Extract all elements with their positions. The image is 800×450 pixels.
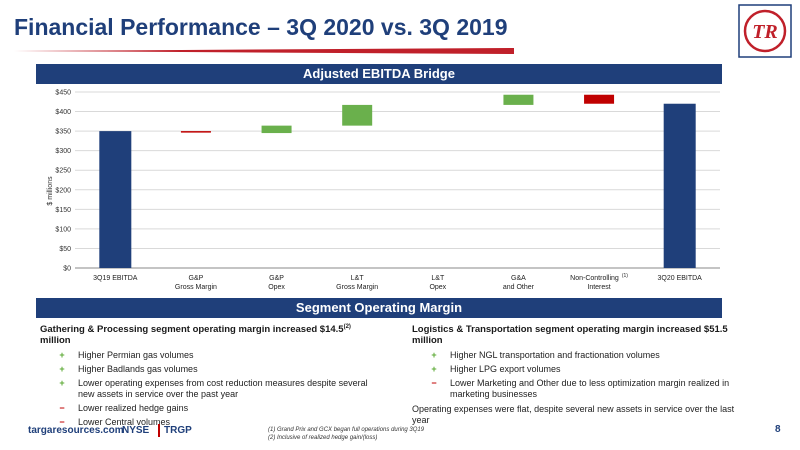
waterfall-bar <box>584 94 615 104</box>
plus-icon: + <box>431 364 437 374</box>
waterfall-bar <box>261 125 292 134</box>
page-title: Financial Performance – 3Q 2020 vs. 3Q 2… <box>14 14 508 40</box>
section-band-ebitda: Adjusted EBITDA Bridge <box>36 64 722 84</box>
title-underline <box>14 48 514 54</box>
page-number: 8 <box>775 424 781 435</box>
waterfall-bar <box>99 131 132 268</box>
y-tick-label: $350 <box>55 129 71 136</box>
x-tick-label: L&T <box>351 275 365 282</box>
x-tick-label: Gross Margin <box>336 284 378 291</box>
logo-lettering: TR <box>752 21 778 43</box>
bullet-text: Higher Badlands gas volumes <box>78 364 198 375</box>
bullet-item: − Lower Marketing and Other due to less o… <box>412 378 742 400</box>
y-tick-label: $400 <box>55 109 71 116</box>
bullet-text: Higher LPG export volumes <box>450 364 561 374</box>
lt-bullet-list: + Higher NGL transportation and fractiona… <box>412 350 742 400</box>
footnote-2: (2) Inclusive of realized hedge gain/(lo… <box>268 435 378 441</box>
company-logo: TR <box>738 4 792 58</box>
y-tick-label: $50 <box>59 246 71 253</box>
x-tick-superscript: (1) <box>622 273 628 279</box>
footnotes: (1) Grand Prix and GCX began full operat… <box>268 426 424 442</box>
ebitda-bridge-chart: $0 $50 $100 $150 $200 $250 $300 $350 $400 $450 3Q… <box>47 90 720 291</box>
x-tick-label: Non-Controlling (1) <box>570 273 628 282</box>
gp-segment-heading: Gathering & Processing segment operating… <box>40 324 351 347</box>
bullet-item: + Lower operating expenses from cost redu… <box>40 378 380 400</box>
y-axis-label: $ millions <box>47 176 54 206</box>
minus-icon: − <box>59 417 65 428</box>
y-tick-label: $250 <box>55 168 71 175</box>
x-tick-label: and Other <box>503 284 535 291</box>
bullet-text: Lower realized hedge gains <box>78 403 189 414</box>
bullet-text: Lower Marketing and Other due to less op… <box>450 378 730 399</box>
x-tick-label: G&P <box>189 275 204 282</box>
y-tick-label: $0 <box>63 266 71 273</box>
section-band-segment: Segment Operating Margin <box>36 298 722 318</box>
bullet-text: Lower operating expenses from cost reduc… <box>78 378 368 400</box>
x-tick-label: Opex <box>429 284 446 291</box>
y-tick-label: $200 <box>55 187 71 194</box>
bullet-item: − Lower Central volumes <box>40 417 380 428</box>
x-tick-label: L&T <box>431 275 445 282</box>
x-tick-label: 3Q20 EBITDA <box>658 275 703 282</box>
x-tick-label: 3Q19 EBITDA <box>93 275 138 282</box>
x-tick-label: Interest <box>587 284 610 291</box>
x-tick-label: G&P <box>269 275 284 282</box>
footnote-1: (1) Grand Prix and GCX began full operat… <box>268 427 425 433</box>
lt-segment-column: Logistics & Transportation segment opera… <box>412 324 742 426</box>
bullet-item: + Higher NGL transportation and fractiona… <box>412 350 742 361</box>
gp-segment-column: Gathering & Processing segment operating… <box>40 324 380 431</box>
minus-icon: − <box>59 403 65 414</box>
x-tick-label: G&A <box>511 275 526 282</box>
y-tick-label: $300 <box>55 148 71 155</box>
footer-website-link[interactable]: targaresources.com <box>28 425 124 436</box>
x-tick-label: Opex <box>268 284 285 291</box>
x-tick-label: Gross Margin <box>175 284 217 291</box>
plus-icon: + <box>59 350 65 361</box>
bullet-item: + Higher LPG export volumes <box>412 364 742 375</box>
waterfall-bar <box>663 103 696 268</box>
footer-ticker: TRGP <box>164 425 192 436</box>
y-tick-label: $100 <box>55 226 71 233</box>
waterfall-bar <box>503 94 534 105</box>
plus-icon: + <box>59 378 65 389</box>
bullet-text: Higher Permian gas volumes <box>78 350 194 361</box>
waterfall-bar <box>180 131 211 133</box>
y-tick-label: $450 <box>55 90 71 97</box>
footer-exchange: NYSE <box>122 425 150 436</box>
waterfall-bar <box>342 104 373 126</box>
plus-icon: + <box>59 364 65 375</box>
lt-segment-heading: Logistics & Transportation segment opera… <box>412 324 728 346</box>
footer-separator <box>158 424 160 437</box>
plus-icon: + <box>431 350 437 360</box>
bullet-text: Higher NGL transportation and fractionat… <box>450 350 660 360</box>
minus-icon: − <box>431 378 437 388</box>
bullet-item: + Higher Permian gas volumes <box>40 350 380 361</box>
y-tick-label: $150 <box>55 207 71 214</box>
lt-opex-note: Operating expenses were flat, despite se… <box>412 404 735 425</box>
bullet-item: − Lower realized hedge gains <box>40 403 380 414</box>
bullet-item: + Higher Badlands gas volumes <box>40 364 380 375</box>
bullet-text: Lower Central volumes <box>78 417 171 428</box>
gp-bullet-list: + Higher Permian gas volumes + Higher Badla… <box>40 350 380 428</box>
